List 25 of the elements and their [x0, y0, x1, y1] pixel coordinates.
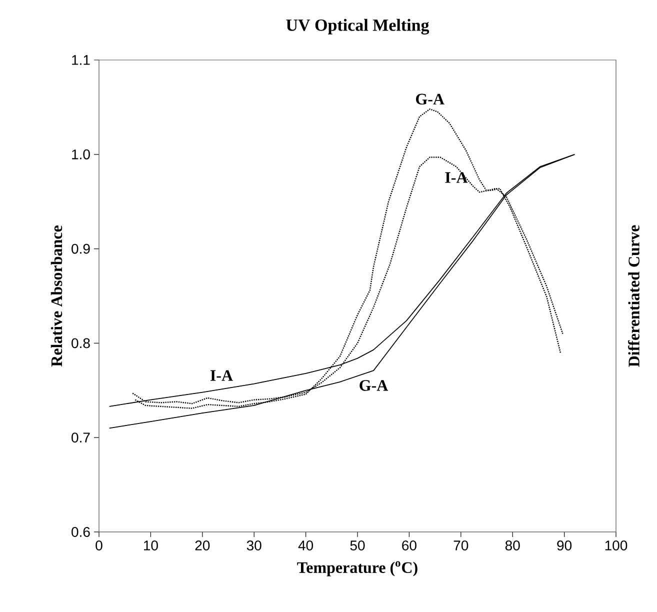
- y-tick-label: 0.7: [72, 432, 90, 443]
- x-tick-label: 90: [557, 540, 572, 550]
- x-tick-label: 10: [144, 540, 158, 550]
- x-tick-label: 30: [246, 540, 262, 550]
- x-tick-label: 40: [298, 540, 314, 550]
- y2-axis-title: Differentiated Curve: [628, 225, 640, 367]
- x-tick-label: 50: [350, 540, 365, 550]
- y-tick-label: 0.6: [72, 527, 90, 537]
- y-tick-label: 1.1: [72, 55, 90, 65]
- y-tick-label: 0.9: [72, 244, 90, 254]
- series-label: G-A: [360, 380, 388, 391]
- series-label: G-A: [416, 94, 444, 105]
- y-tick-label: 1.0: [72, 149, 90, 160]
- chart-title: UV Optical Melting: [286, 18, 430, 34]
- x-tick-label: 80: [505, 540, 520, 550]
- y-tick-label: 0.8: [72, 338, 90, 348]
- x-tick-label: 100: [605, 540, 628, 550]
- x-tick-label: 60: [402, 540, 416, 550]
- x-tick-label: 0: [96, 540, 102, 550]
- x-axis-title: Temperature ($^{o}$C): [297, 561, 418, 576]
- x-tick-label: 20: [195, 540, 210, 550]
- series-label: I-A: [445, 172, 468, 183]
- y-axis-title: Relative Absorbance: [50, 226, 62, 367]
- series-label: I-A: [210, 370, 233, 381]
- x-tick-label: 70: [454, 540, 468, 550]
